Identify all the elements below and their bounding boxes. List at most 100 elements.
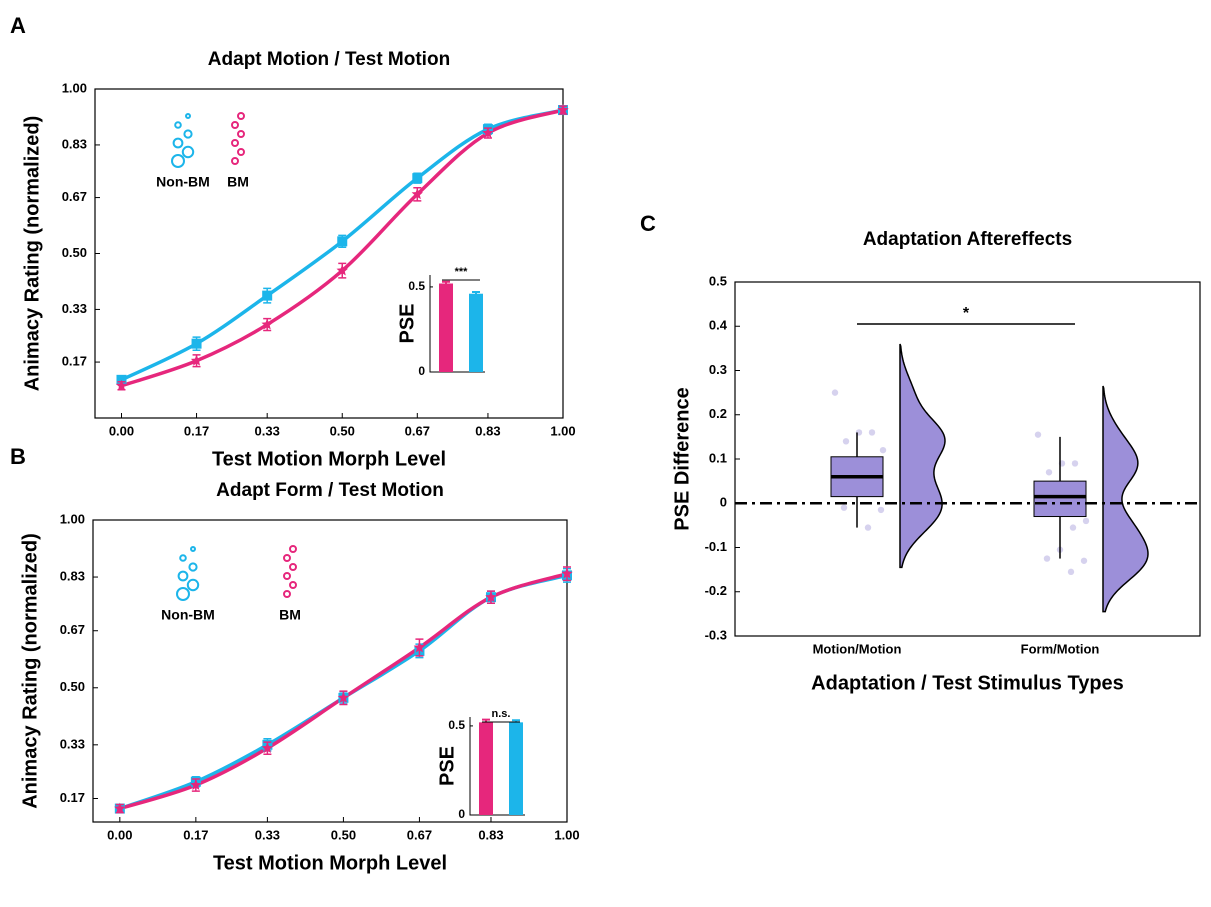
data-point [1069,524,1077,531]
point [337,236,348,247]
y-tick-label: 1.00 [62,80,87,95]
x-tick-label: 1.00 [554,827,579,842]
legend-label: BM [279,607,301,623]
inset-tick-label: 0.5 [448,718,465,732]
inset-y-label: PSE [436,746,458,786]
point [261,318,273,330]
legend-icon [186,578,200,592]
y-tick-label: 0.33 [62,301,87,316]
x-tick-label: Form/Motion [1021,641,1100,656]
y-tick-label: 0.1 [709,450,727,465]
data-point [1071,460,1079,467]
inset-y-label: PSE [396,303,418,343]
y-tick-label: 0 [720,495,727,510]
x-tick-label: 0.67 [407,827,432,842]
legend-icon [181,145,195,159]
legend-icon [231,121,239,129]
legend-icon [171,154,185,168]
plot-frame [92,519,568,823]
legend-label: Non-BM [161,607,215,623]
y-tick-label: 1.00 [60,511,85,526]
inset-tick-label: 0.5 [408,279,425,293]
legend-icon [231,157,239,165]
panel-label: B [10,444,26,469]
sig-annotation: n.s. [492,708,511,720]
x-tick-label: 0.17 [183,827,208,842]
data-point [1034,431,1042,438]
data-point [840,504,848,511]
point [412,173,423,184]
y-tick-label: 0.50 [62,245,87,260]
legend-icon [176,587,190,601]
inset-bar [479,722,493,815]
inset-error [442,280,450,286]
point [114,802,126,814]
point [482,127,494,138]
inset-bar [469,293,483,372]
data-point [1082,517,1090,525]
legend-icon [172,137,184,149]
x-tick-label: Motion/Motion [813,641,902,656]
point [411,188,424,200]
legend-icon [183,129,193,139]
x-axis-label: Test Motion Morph Level [213,852,447,874]
data-point [1067,568,1075,576]
y-tick-label: 0.67 [60,622,85,637]
point [413,641,426,653]
data-point [842,438,850,445]
x-tick-label: 0.83 [478,827,503,842]
inset-bar [439,283,453,372]
x-tick-label: 0.50 [330,423,355,438]
panel-label: C [640,211,656,236]
point [336,264,348,276]
data-point [877,506,885,514]
x-axis-label: Adaptation / Test Stimulus Types [811,672,1124,694]
data-point [1080,557,1088,564]
point [190,354,203,366]
y-tick-label: 0.67 [62,189,87,204]
legend-icon [289,545,297,553]
legend-icon [237,148,245,156]
point [561,567,573,579]
legend-icon [237,112,245,120]
inset-error [472,291,480,296]
y-tick-label: 0.2 [709,406,727,421]
y-tick-label: 0.3 [709,362,727,377]
legend-icon [283,572,291,580]
x-tick-label: 0.67 [405,423,430,438]
chart-title: Adapt Form / Test Motion [216,480,444,501]
point [485,591,497,603]
x-tick-label: 0.00 [107,827,132,842]
x-axis-label: Test Motion Morph Level [212,448,446,470]
legend-icon [185,113,191,119]
legend-icon [188,562,198,572]
y-axis-label: Animacy Rating (normalized) [21,116,43,392]
point [557,104,569,115]
y-tick-label: -0.3 [705,627,727,642]
point [261,742,274,754]
sig-annotation: *** [455,266,469,278]
point [115,379,128,391]
y-tick-label: 0.4 [709,318,728,333]
point [262,290,273,301]
x-tick-label: 1.00 [550,423,575,438]
legend-icon [289,563,297,571]
data-point [1045,469,1053,476]
legend-icon [174,121,182,129]
data-point [879,446,887,454]
inset-bar [509,722,523,815]
data-point [868,429,876,436]
y-axis-label: PSE Difference [671,387,693,530]
chart-title: Adaptation Aftereffects [863,229,1072,250]
x-tick-label: 0.33 [255,423,280,438]
violin [899,343,946,569]
legend-icon [190,546,196,552]
inset-tick-label: 0 [418,364,425,378]
y-axis-label: Animacy Rating (normalized) [19,533,41,809]
data-point [1043,555,1051,562]
sig-annotation: * [963,305,970,322]
y-tick-label: 0.83 [60,568,85,583]
legend-icon [289,581,297,589]
data-point [831,389,839,396]
